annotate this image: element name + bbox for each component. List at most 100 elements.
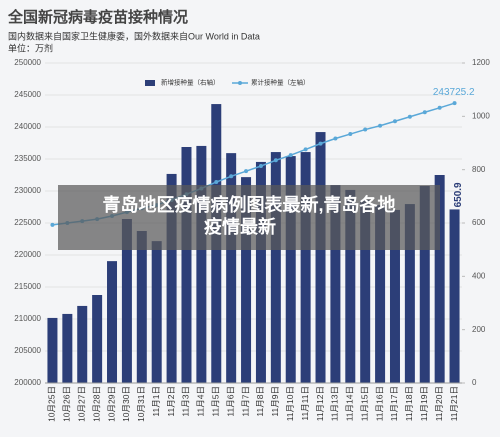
x-tick-label: 10月26日 bbox=[62, 386, 72, 422]
bar bbox=[92, 295, 103, 383]
y-tick-label: 225000 bbox=[14, 218, 41, 227]
bar bbox=[226, 153, 237, 383]
bar bbox=[121, 219, 132, 383]
line-point bbox=[407, 114, 412, 119]
overlay-line: 青岛地区疫情病例图表最新,青岛各地 bbox=[103, 194, 396, 215]
bar bbox=[136, 231, 147, 383]
x-tick-label: 11月16日 bbox=[374, 386, 384, 421]
bar bbox=[255, 161, 266, 383]
line-point bbox=[303, 147, 308, 152]
x-tick-label: 10月27日 bbox=[76, 386, 86, 422]
y-tick-label: 245000 bbox=[14, 90, 41, 99]
bar bbox=[345, 189, 356, 383]
y2-tick-label: 400 bbox=[472, 271, 486, 280]
line-point bbox=[229, 174, 234, 179]
y-tick-label: 210000 bbox=[14, 314, 41, 323]
y-tick-label: 205000 bbox=[14, 346, 41, 355]
x-tick-label: 11月21日 bbox=[449, 386, 459, 421]
x-tick-label: 11月5日 bbox=[211, 386, 221, 417]
line-point bbox=[363, 127, 368, 132]
x-tick-label: 11月7日 bbox=[240, 386, 250, 417]
x-tick-label: 11月12日 bbox=[315, 386, 325, 421]
x-tick-label: 11月18日 bbox=[404, 386, 414, 421]
y-tick-label: 230000 bbox=[14, 186, 41, 195]
line-point bbox=[288, 153, 293, 158]
x-tick-label: 11月11日 bbox=[300, 386, 310, 421]
y2-tick-label: 1000 bbox=[472, 111, 490, 120]
x-tick-label: 11月8日 bbox=[255, 386, 265, 417]
bar bbox=[196, 145, 207, 383]
x-tick-label: 11月15日 bbox=[359, 386, 369, 421]
x-tick-label: 10月28日 bbox=[91, 386, 101, 422]
legend-label: 累计接种量（左轴） bbox=[251, 78, 310, 87]
bar bbox=[270, 152, 281, 383]
x-tick-label: 10月30日 bbox=[121, 386, 131, 422]
x-tick-label: 10月25日 bbox=[47, 386, 57, 422]
line-point bbox=[214, 180, 219, 185]
line-point bbox=[244, 169, 249, 174]
bar bbox=[419, 185, 430, 383]
bar bbox=[449, 209, 460, 383]
overlay-line: 疫情最新 bbox=[204, 216, 276, 237]
bar bbox=[434, 175, 445, 383]
y-tick-label: 250000 bbox=[14, 58, 41, 67]
x-tick-label: 11月20日 bbox=[434, 386, 444, 421]
y2-tick-label: 600 bbox=[472, 218, 486, 227]
x-tick-label: 11月10日 bbox=[285, 386, 295, 421]
bar bbox=[389, 209, 400, 383]
line-point bbox=[452, 101, 457, 106]
bar bbox=[375, 205, 386, 383]
line-point bbox=[333, 136, 338, 141]
y-tick-label: 215000 bbox=[14, 282, 41, 291]
bar bbox=[62, 313, 73, 383]
x-tick-label: 10月31日 bbox=[136, 386, 146, 422]
bar bbox=[77, 305, 88, 383]
y2-tick-label: 1200 bbox=[472, 58, 490, 67]
bar bbox=[107, 261, 118, 383]
y2-tick-label: 800 bbox=[472, 165, 486, 174]
bar bbox=[300, 152, 311, 383]
y2-tick-label: 0 bbox=[472, 378, 477, 387]
x-tick-label: 11月4日 bbox=[196, 386, 206, 417]
line-point bbox=[348, 132, 353, 137]
x-tick-label: 11月1日 bbox=[151, 386, 161, 417]
x-tick-label: 11月17日 bbox=[389, 386, 399, 421]
x-tick-label: 11月9日 bbox=[270, 386, 280, 417]
x-tick-label: 11月3日 bbox=[181, 386, 191, 417]
line-point bbox=[378, 123, 383, 128]
y-tick-label: 235000 bbox=[14, 154, 41, 163]
line-point bbox=[422, 110, 427, 115]
x-tick-label: 11月13日 bbox=[330, 386, 340, 421]
bar bbox=[241, 177, 252, 383]
x-tick-label: 11月6日 bbox=[225, 386, 235, 417]
legend-swatch bbox=[145, 80, 155, 86]
bar bbox=[285, 156, 296, 383]
y-tick-label: 240000 bbox=[14, 122, 41, 131]
line-value-label: 243725.2 bbox=[433, 87, 475, 98]
bar bbox=[360, 200, 371, 383]
line-point bbox=[318, 141, 323, 146]
bar bbox=[404, 204, 415, 383]
bar bbox=[181, 147, 192, 383]
line-point bbox=[50, 222, 55, 227]
x-tick-label: 10月29日 bbox=[106, 386, 116, 422]
overlay-text: 青岛地区疫情病例图表最新,青岛各地疫情最新 bbox=[103, 194, 396, 237]
x-tick-label: 11月19日 bbox=[419, 386, 429, 421]
y-tick-label: 220000 bbox=[14, 250, 41, 259]
legend-swatch bbox=[238, 81, 242, 85]
bar bbox=[166, 173, 177, 383]
chart-title: 全国新冠病毒疫苗接种情况 bbox=[7, 8, 188, 26]
overlay-banner bbox=[58, 185, 440, 250]
bar bbox=[315, 132, 326, 383]
line-point bbox=[273, 158, 278, 163]
x-tick-label: 11月2日 bbox=[166, 386, 176, 417]
y-tick-label: 200000 bbox=[14, 378, 41, 387]
line-point bbox=[437, 105, 442, 110]
bar-value-label: 650.9 bbox=[453, 182, 464, 207]
line-point bbox=[392, 119, 397, 124]
x-tick-label: 11月14日 bbox=[345, 386, 355, 421]
bar bbox=[47, 317, 58, 383]
legend-label: 新增接种量（右轴） bbox=[161, 78, 220, 87]
y2-tick-label: 200 bbox=[472, 325, 486, 334]
